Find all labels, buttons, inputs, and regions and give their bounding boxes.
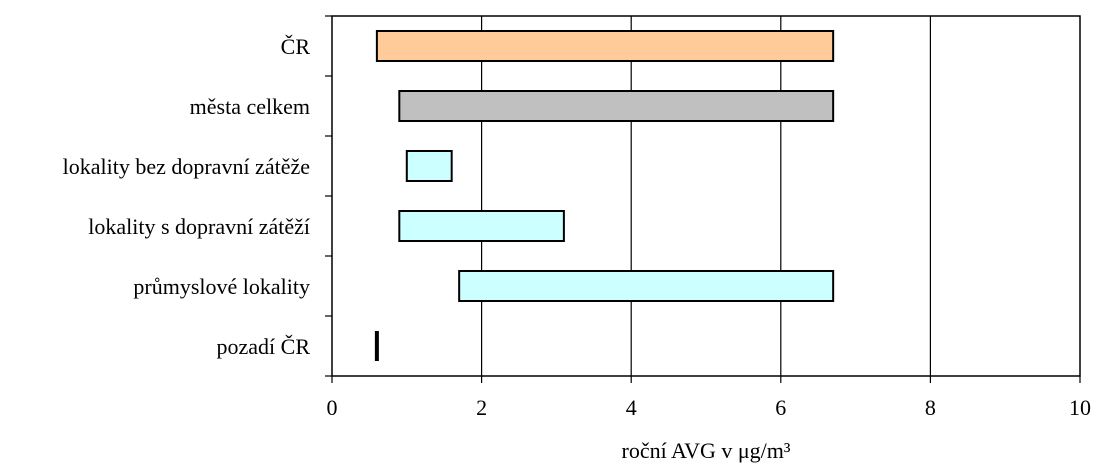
category-label-0: ČR [281,34,311,59]
bar-4 [458,270,835,302]
x-tick-labels: 0 2 4 6 8 10 [327,395,1092,420]
bar-2 [405,150,453,182]
x-tick-label-5: 10 [1069,395,1091,420]
bar-0 [375,30,835,62]
x-axis-title: roční AVG v μg/m³ [622,438,791,463]
gridlines [481,16,932,376]
axes [325,15,1081,383]
x-tick-label-2: 4 [626,395,637,420]
category-label-2: lokality bez dopravní zátěže [63,154,310,179]
bar-3 [398,210,565,242]
category-labels: ČR města celkem lokality bez dopravní zátě… [63,34,311,359]
category-label-3: lokality s dopravní zátěží [88,214,310,239]
x-tick-label-4: 8 [925,395,936,420]
bars [374,30,835,361]
plot-area-frame [331,15,1081,377]
category-label-5: pozadí ČR [217,334,311,359]
x-tick-label-3: 6 [775,395,786,420]
category-label-4: průmyslové lokality [133,274,310,299]
bar-1 [398,90,835,122]
x-tick-label-1: 2 [476,395,487,420]
x-tick-label-0: 0 [327,395,338,420]
category-label-1: města celkem [190,94,310,119]
